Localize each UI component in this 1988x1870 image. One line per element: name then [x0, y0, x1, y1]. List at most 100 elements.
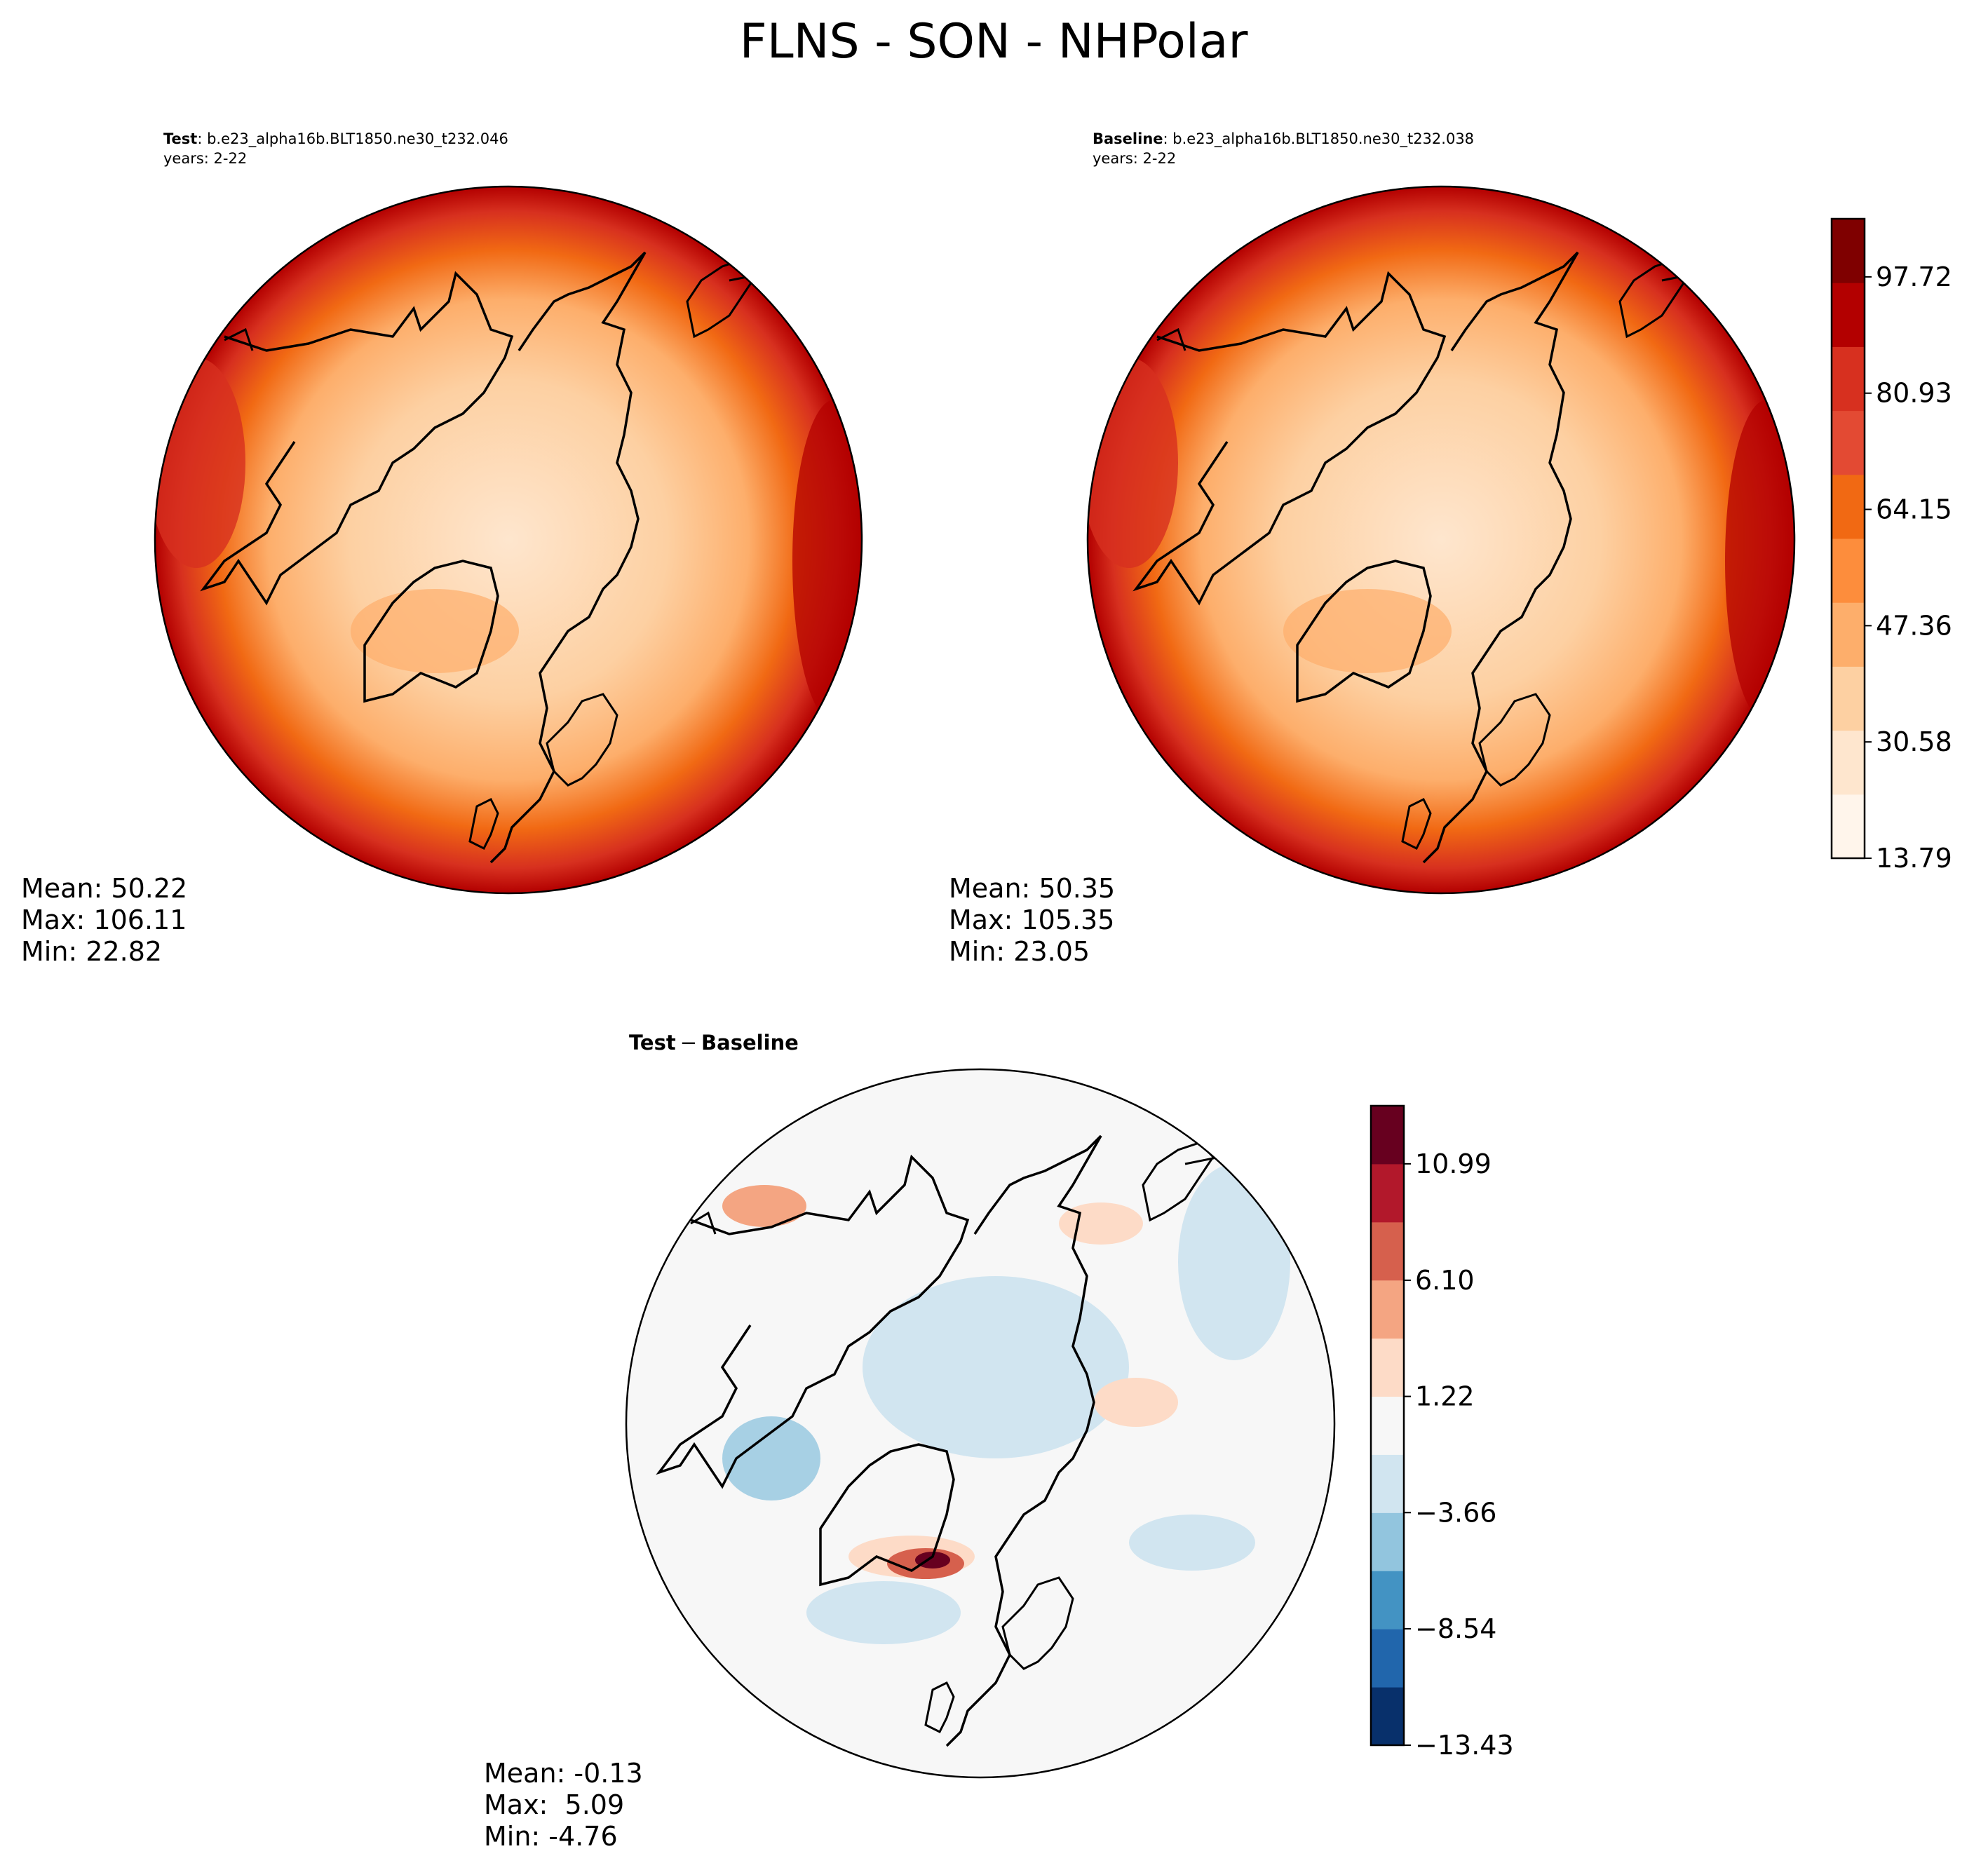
baseline-map-boundary: [1086, 185, 1796, 895]
figure-title: FLNS - SON - NHPolar: [740, 14, 1248, 69]
baseline-colorbar-swatch: [1832, 474, 1865, 539]
diff-colorbar-tick-label: 1.22: [1415, 1381, 1475, 1412]
diff-title-baseline: Baseline: [701, 1031, 799, 1055]
baseline-blob-greenland: [1283, 589, 1452, 673]
diff-colorbar-swatch: [1371, 1629, 1404, 1688]
diff-title-minus: −: [680, 1031, 697, 1055]
diff-neg-se: [1129, 1515, 1255, 1571]
diff-pos-nw: [722, 1185, 806, 1227]
test-stat-min: Min: 22.82: [21, 936, 162, 967]
baseline-colorbar-tick-label: 47.36: [1876, 610, 1952, 641]
baseline-colorbar-swatch: [1832, 538, 1865, 603]
test-map: [155, 187, 862, 893]
diff-title: Test − Baseline: [629, 1031, 799, 1055]
test-coastline-scandinavia: [546, 693, 618, 787]
diff-neg-arctic: [863, 1276, 1129, 1458]
diff-stat-mean: Mean: -0.13: [484, 1758, 643, 1789]
baseline-coastline-greenland: [1296, 560, 1432, 703]
diff-coastline-eurasia: [945, 1134, 1102, 1747]
baseline-coastline-britain: [1401, 797, 1432, 851]
diff-stat-max: Max: 5.09: [484, 1789, 624, 1820]
diff-colorbar-swatch: [1371, 1221, 1404, 1281]
diff-neg-east: [1178, 1164, 1290, 1360]
diff-colorbar-swatch: [1371, 1454, 1404, 1513]
baseline-title: Baseline: b.e23_alpha16b.BLT1850.ne30_t2…: [1093, 130, 1474, 148]
test-title: Test: b.e23_alpha16b.BLT1850.ne30_t232.0…: [163, 130, 508, 148]
diff-colorbar-swatch: [1371, 1163, 1404, 1223]
baseline-colorbar-swatch: [1832, 602, 1865, 667]
test-title-bold: Test: [163, 130, 197, 147]
diff-coastline-scandinavia: [1001, 1576, 1074, 1670]
diff-colorbar-swatch: [1371, 1396, 1404, 1455]
test-coastline-asia-east: [686, 258, 759, 339]
baseline-colorbar-swatch: [1832, 666, 1865, 731]
test-stat-mean: Mean: 50.22: [21, 873, 187, 904]
diff-colorbar-swatch: [1371, 1512, 1404, 1571]
diff-colorbar-swatch: [1371, 1106, 1404, 1165]
baseline-coastline-scandinavia: [1478, 693, 1551, 787]
baseline-coastline-asia-east: [1618, 258, 1691, 339]
baseline-stat-mean: Mean: 50.35: [949, 873, 1115, 904]
baseline-colorbar-swatch: [1832, 410, 1865, 475]
test-field: [155, 187, 862, 893]
baseline-colorbar-frame: [1830, 217, 1866, 860]
test-blob-greenland: [351, 589, 519, 673]
diff-colorbar-tick-label: 6.10: [1415, 1265, 1475, 1296]
diff-colorbar-swatch: [1371, 1338, 1404, 1397]
test-stat-max: Max: 106.11: [21, 904, 187, 935]
test-panel: Test: b.e23_alpha16b.BLT1850.ne30_t232.0…: [21, 130, 863, 967]
baseline-years: years: 2-22: [1093, 150, 1176, 167]
test-map-boundary: [154, 185, 863, 895]
diff-coastline-north-america: [656, 1154, 970, 1489]
diff-stat-min: Min: -4.76: [484, 1821, 618, 1852]
baseline-colorbar-swatch: [1832, 730, 1865, 795]
diff-pos-peak-inner: [915, 1552, 950, 1569]
baseline-colorbar-swatch: [1832, 346, 1865, 412]
test-years: years: 2-22: [163, 150, 247, 167]
baseline-colorbar-tick-label: 97.72: [1876, 262, 1952, 292]
test-coastline-eurasia: [489, 251, 647, 864]
test-blob-west: [155, 358, 245, 568]
baseline-colorbar-swatch: [1832, 219, 1865, 283]
diff-colorbar-tick-label: 10.99: [1415, 1149, 1492, 1179]
test-coastline-north-america: [200, 271, 514, 606]
diff-map: [626, 1069, 1334, 1777]
baseline-colorbar-tick-label: 80.93: [1876, 378, 1952, 409]
baseline-field: [1088, 187, 1794, 893]
baseline-colorbar-swatch: [1832, 794, 1865, 859]
baseline-stat-max: Max: 105.35: [949, 904, 1114, 935]
diff-coastline-britain: [924, 1681, 955, 1734]
diff-pos-north: [1059, 1202, 1143, 1245]
diff-coastline-greenland: [819, 1443, 955, 1587]
test-title-case: : b.e23_alpha16b.BLT1850.ne30_t232.046: [197, 130, 508, 148]
baseline-colorbar-tick-label: 30.58: [1876, 726, 1952, 757]
test-coastline-greenland: [363, 560, 499, 703]
diff-map-boundary: [625, 1068, 1336, 1779]
diff-colorbar-swatch: [1371, 1280, 1404, 1339]
diff-colorbar-swatch: [1371, 1571, 1404, 1630]
diff-colorbar-tick-label: −13.43: [1415, 1730, 1514, 1761]
diff-colorbar-swatch: [1371, 1687, 1404, 1746]
test-coastline-britain: [468, 797, 499, 851]
diff-colorbar: −13.43 −8.54 −3.66 1.22 6.10 10.99: [1370, 1104, 1514, 1761]
baseline-colorbar: 13.79 30.58 47.36 64.15 80.93 97.72: [1830, 217, 1952, 874]
baseline-coastline-north-america: [1132, 271, 1447, 606]
test-blob-east: [792, 400, 862, 722]
diff-colorbar-tick-label: −8.54: [1415, 1613, 1496, 1644]
baseline-colorbar-swatch: [1832, 283, 1865, 347]
diff-title-test: Test: [629, 1031, 676, 1055]
baseline-blob-east: [1725, 400, 1794, 722]
baseline-blob-west: [1088, 358, 1178, 568]
baseline-title-case: : b.e23_alpha16b.BLT1850.ne30_t232.038: [1163, 130, 1475, 148]
diff-pos-east: [1094, 1378, 1178, 1427]
baseline-coastline-eurasia: [1422, 251, 1579, 864]
baseline-panel: Baseline: b.e23_alpha16b.BLT1850.ne30_t2…: [949, 130, 1952, 967]
diff-coastline-asia-east: [1142, 1141, 1215, 1222]
baseline-stat-min: Min: 23.05: [949, 936, 1090, 967]
baseline-colorbar-tick-label: 13.79: [1876, 843, 1952, 874]
diff-neg-west: [722, 1416, 820, 1500]
baseline-title-bold: Baseline: [1093, 130, 1163, 147]
diff-neg-south: [806, 1581, 961, 1644]
diff-colorbar-frame: [1370, 1104, 1405, 1747]
